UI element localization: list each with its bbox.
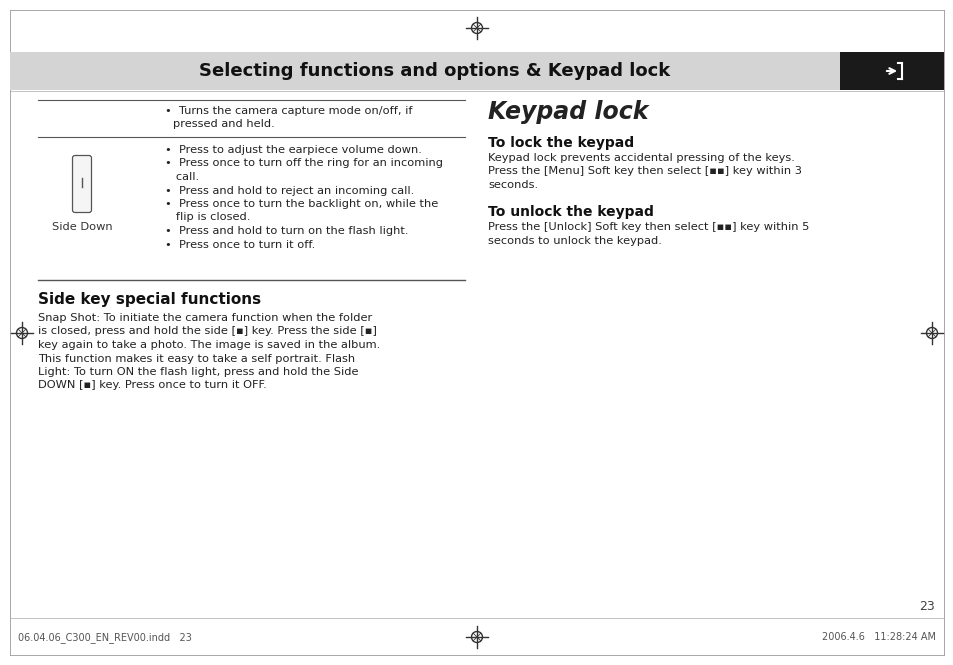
Text: seconds.: seconds. <box>488 180 537 190</box>
Text: •  Press once to turn off the ring for an incoming: • Press once to turn off the ring for an… <box>165 158 442 168</box>
Text: •  Press to adjust the earpiece volume down.: • Press to adjust the earpiece volume do… <box>165 145 421 155</box>
Text: Side key special functions: Side key special functions <box>38 292 261 307</box>
Text: key again to take a photo. The image is saved in the album.: key again to take a photo. The image is … <box>38 340 380 350</box>
Text: 23: 23 <box>919 600 934 613</box>
FancyBboxPatch shape <box>72 156 91 213</box>
Text: Light: To turn ON the flash light, press and hold the Side: Light: To turn ON the flash light, press… <box>38 367 358 377</box>
Bar <box>10 52 840 90</box>
Text: Keypad lock: Keypad lock <box>488 100 648 124</box>
Text: •  Turns the camera capture mode on/off, if: • Turns the camera capture mode on/off, … <box>165 106 412 116</box>
Text: To unlock the keypad: To unlock the keypad <box>488 205 653 219</box>
Text: DOWN [▪] key. Press once to turn it OFF.: DOWN [▪] key. Press once to turn it OFF. <box>38 380 267 390</box>
Text: is closed, press and hold the side [▪] key. Press the side [▪]: is closed, press and hold the side [▪] k… <box>38 327 376 336</box>
Text: seconds to unlock the keypad.: seconds to unlock the keypad. <box>488 235 661 245</box>
Text: Press the [Menu] Soft key then select [▪▪] key within 3: Press the [Menu] Soft key then select [▪… <box>488 166 801 176</box>
Text: call.: call. <box>165 172 199 182</box>
Text: Selecting functions and options & Keypad lock: Selecting functions and options & Keypad… <box>199 62 670 80</box>
Text: Press the [Unlock] Soft key then select [▪▪] key within 5: Press the [Unlock] Soft key then select … <box>488 222 808 232</box>
Text: •  Press and hold to reject an incoming call.: • Press and hold to reject an incoming c… <box>165 186 414 196</box>
Bar <box>840 52 943 90</box>
Text: pressed and held.: pressed and held. <box>172 119 274 129</box>
Text: 2006.4.6   11:28:24 AM: 2006.4.6 11:28:24 AM <box>821 632 935 642</box>
Text: •  Press and hold to turn on the flash light.: • Press and hold to turn on the flash li… <box>165 226 408 236</box>
Text: •  Press once to turn it off.: • Press once to turn it off. <box>165 239 314 249</box>
Text: Keypad lock prevents accidental pressing of the keys.: Keypad lock prevents accidental pressing… <box>488 153 794 163</box>
Text: Snap Shot: To initiate the camera function when the folder: Snap Shot: To initiate the camera functi… <box>38 313 372 323</box>
Text: flip is closed.: flip is closed. <box>165 213 250 223</box>
Text: •  Press once to turn the backlight on, while the: • Press once to turn the backlight on, w… <box>165 199 437 209</box>
Text: To lock the keypad: To lock the keypad <box>488 136 634 150</box>
Text: 06.04.06_C300_EN_REV00.indd   23: 06.04.06_C300_EN_REV00.indd 23 <box>18 632 192 643</box>
Text: This function makes it easy to take a self portrait. Flash: This function makes it easy to take a se… <box>38 354 355 364</box>
Text: Side Down: Side Down <box>51 222 112 232</box>
